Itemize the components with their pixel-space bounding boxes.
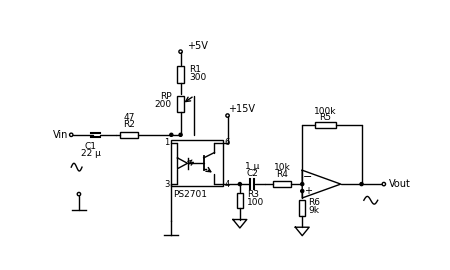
Text: R3: R3 bbox=[247, 190, 259, 199]
Text: 100k: 100k bbox=[314, 107, 337, 116]
Text: 1 μ: 1 μ bbox=[245, 162, 259, 171]
Circle shape bbox=[301, 190, 304, 193]
Bar bbox=[120, 132, 138, 138]
Bar bbox=[237, 193, 243, 208]
Text: +: + bbox=[304, 186, 311, 196]
Text: Vout: Vout bbox=[388, 179, 410, 189]
Circle shape bbox=[170, 133, 173, 136]
Text: R2: R2 bbox=[123, 120, 135, 129]
Text: 9k: 9k bbox=[308, 206, 319, 215]
Text: −: − bbox=[303, 172, 312, 182]
Bar bbox=[177, 66, 184, 83]
Text: C1: C1 bbox=[85, 142, 96, 151]
Circle shape bbox=[179, 133, 182, 136]
Text: +15V: +15V bbox=[228, 104, 255, 114]
Bar bbox=[273, 181, 292, 187]
Bar bbox=[315, 122, 336, 128]
Bar bbox=[299, 200, 305, 216]
Circle shape bbox=[238, 183, 241, 186]
Circle shape bbox=[301, 183, 304, 186]
Text: PS2701: PS2701 bbox=[173, 190, 207, 199]
Text: 6: 6 bbox=[225, 138, 230, 147]
Text: 3: 3 bbox=[164, 180, 170, 188]
Text: 4: 4 bbox=[225, 180, 230, 188]
Text: RP: RP bbox=[160, 92, 171, 101]
Text: C2: C2 bbox=[246, 169, 258, 178]
Text: Vin: Vin bbox=[53, 130, 68, 140]
Circle shape bbox=[360, 183, 363, 186]
Text: R4: R4 bbox=[276, 170, 288, 178]
Bar bbox=[171, 140, 223, 186]
Text: 10k: 10k bbox=[274, 163, 291, 172]
Text: R1: R1 bbox=[189, 65, 201, 74]
Text: 300: 300 bbox=[189, 73, 206, 82]
Text: 22 μ: 22 μ bbox=[81, 149, 100, 158]
Text: 200: 200 bbox=[154, 100, 171, 109]
Text: 100: 100 bbox=[247, 198, 264, 207]
Bar bbox=[177, 96, 184, 113]
Text: +5V: +5V bbox=[187, 41, 207, 51]
Text: R6: R6 bbox=[308, 198, 320, 207]
Text: R5: R5 bbox=[320, 113, 331, 122]
Text: 47: 47 bbox=[123, 113, 135, 122]
Text: 1: 1 bbox=[165, 138, 170, 147]
